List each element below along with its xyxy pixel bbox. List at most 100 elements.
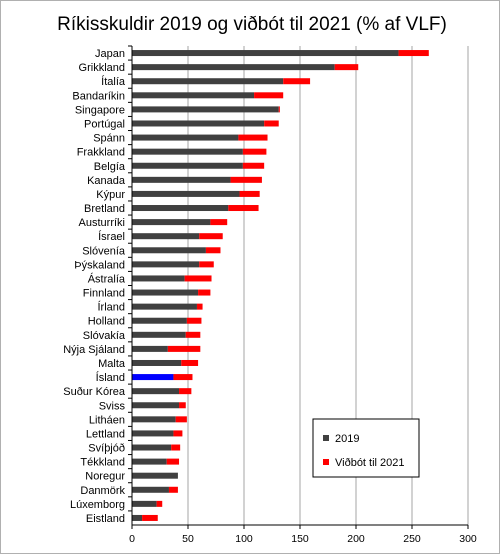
bar-bretland-2019 — [132, 205, 229, 212]
category-label-yskaland: Þýskaland — [74, 259, 125, 271]
bar-bandarikin-vi-bot-til-2021 — [254, 92, 284, 99]
bar-lithaen-2019 — [132, 416, 176, 423]
x-tick-label-250: 250 — [403, 533, 421, 545]
x-tick-label-50: 50 — [182, 533, 194, 545]
bar-danmork-vi-bot-til-2021 — [168, 486, 178, 493]
bar-singapore-vi-bot-til-2021 — [278, 106, 280, 113]
x-tick-label-100: 100 — [235, 533, 253, 545]
bar-nyja-sjaland-vi-bot-til-2021 — [167, 345, 201, 352]
category-label-su-ur-korea: Suður Kórea — [63, 386, 126, 398]
bar-italia-2019 — [132, 78, 284, 85]
x-tick-labels: 0 50 100 150 200 250 300 — [129, 525, 477, 545]
bar-tekkland-2019 — [132, 458, 167, 465]
bar-slovakia-vi-bot-til-2021 — [185, 331, 201, 338]
category-label-singapore: Singapore — [75, 104, 125, 116]
category-label-belgia: Belgía — [94, 161, 126, 173]
category-label-danmork: Danmörk — [80, 485, 125, 497]
bar-kanada-2019 — [132, 176, 231, 183]
chart-title: Ríkisskuldir 2019 og viðbót til 2021 (% … — [57, 14, 447, 35]
category-label-sviss: Sviss — [99, 400, 126, 412]
category-label-irland: Írland — [97, 301, 125, 314]
bar-kanada-vi-bot-til-2021 — [230, 176, 262, 183]
bar-malta-vi-bot-til-2021 — [181, 359, 199, 366]
bar-luxemborg-vi-bot-til-2021 — [156, 500, 163, 507]
category-label-nyja-sjaland: Nýja Sjáland — [63, 344, 125, 356]
bar-austurriki-2019 — [132, 219, 211, 226]
category-label-grikkland: Grikkland — [79, 62, 125, 74]
x-tick-label-300: 300 — [459, 533, 477, 545]
legend-swatch-vidbot — [323, 459, 329, 465]
legend-label-vidbot: Viðbót til 2021 — [335, 457, 405, 469]
bar-slovenia-vi-bot-til-2021 — [205, 247, 221, 254]
bar-luxemborg-2019 — [132, 500, 157, 507]
bar-portugal-2019 — [132, 120, 265, 127]
bar-bandarikin-2019 — [132, 92, 255, 99]
bar-svi-jo-vi-bot-til-2021 — [171, 444, 181, 451]
bar-singapore-2019 — [132, 106, 279, 113]
x-tick-label-150: 150 — [291, 533, 309, 545]
bar-yskaland-vi-bot-til-2021 — [199, 261, 214, 268]
bar-island-2019 — [132, 374, 174, 381]
bar-noregur-2019 — [132, 472, 178, 479]
category-label-lettland: Lettland — [86, 428, 125, 440]
bar-spann-2019 — [132, 134, 239, 141]
bar-tekkland-vi-bot-til-2021 — [166, 458, 180, 465]
bar-svi-jo-2019 — [132, 444, 172, 451]
category-label-finnland: Finnland — [83, 288, 125, 300]
category-label-spann: Spánn — [93, 133, 125, 145]
category-label-holland: Holland — [88, 316, 125, 328]
category-label-bandarikin: Bandaríkin — [72, 90, 125, 102]
bar-eistland-2019 — [132, 514, 143, 521]
bar-sviss-2019 — [132, 402, 180, 409]
bar-belgia-2019 — [132, 162, 243, 169]
x-tick-label-200: 200 — [347, 533, 365, 545]
category-label-kypur: Kýpur — [96, 189, 125, 201]
x-tick-label-0: 0 — [129, 533, 135, 545]
bars — [132, 50, 429, 521]
bar-malta-2019 — [132, 359, 182, 366]
bar-finnland-vi-bot-til-2021 — [198, 289, 211, 296]
bar-austurriki-vi-bot-til-2021 — [210, 219, 228, 226]
bar-belgia-vi-bot-til-2021 — [242, 162, 265, 169]
legend-swatch-2019 — [323, 435, 329, 441]
bar-kypur-vi-bot-til-2021 — [239, 190, 260, 197]
category-label-frakkland: Frakkland — [77, 147, 125, 159]
category-label-luxemborg: Lúxemborg — [70, 499, 125, 511]
bar-holland-vi-bot-til-2021 — [186, 317, 202, 324]
bar-lettland-2019 — [132, 430, 174, 437]
bar-irland-2019 — [132, 303, 197, 310]
category-label-malta: Malta — [98, 358, 126, 370]
category-label-slovenia: Slóvenía — [82, 245, 126, 257]
legend-label-2019: 2019 — [335, 433, 359, 445]
category-label-austurriki: Austurríki — [79, 217, 125, 229]
bar-danmork-2019 — [132, 486, 169, 493]
category-label-svi-jo: Svíþjóð — [88, 443, 125, 455]
bar-yskaland-2019 — [132, 261, 200, 268]
bar-frakkland-vi-bot-til-2021 — [242, 148, 267, 155]
category-label-kanada: Kanada — [87, 175, 126, 187]
legend-box — [312, 418, 420, 478]
bar-eistland-vi-bot-til-2021 — [142, 514, 158, 521]
category-label-portugal: Portúgal — [84, 118, 125, 130]
bar-grikkland-2019 — [132, 64, 335, 71]
bar-holland-2019 — [132, 317, 187, 324]
bar-nyja-sjaland-2019 — [132, 345, 168, 352]
category-label-eistland: Eistland — [86, 513, 125, 525]
bar-spann-vi-bot-til-2021 — [238, 134, 268, 141]
bar-israel-2019 — [132, 233, 200, 240]
bar-italia-vi-bot-til-2021 — [283, 78, 311, 85]
bar-slovakia-2019 — [132, 331, 186, 338]
category-label-slovakia: Slóvakía — [83, 330, 126, 342]
category-label-lithaen: Litháen — [89, 414, 125, 426]
bar-astralia-2019 — [132, 275, 185, 282]
category-label-tekkland: Tékkland — [80, 457, 125, 469]
bar-astralia-vi-bot-til-2021 — [184, 275, 212, 282]
bar-lithaen-vi-bot-til-2021 — [175, 416, 187, 423]
bar-lettland-vi-bot-til-2021 — [173, 430, 183, 437]
bar-finnland-2019 — [132, 289, 199, 296]
bar-sviss-vi-bot-til-2021 — [179, 402, 186, 409]
bar-slovenia-2019 — [132, 247, 206, 254]
